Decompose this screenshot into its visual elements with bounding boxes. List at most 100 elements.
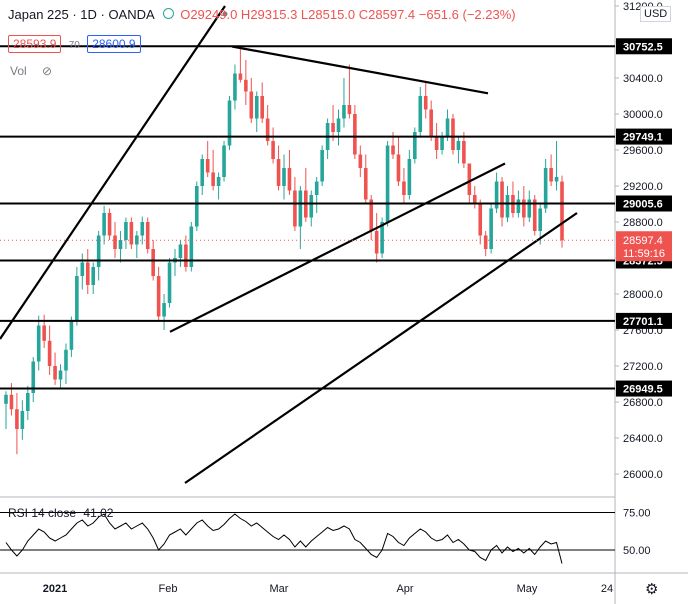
candle-body bbox=[53, 366, 57, 380]
candle-body bbox=[331, 123, 335, 132]
candle-body bbox=[91, 267, 96, 285]
candle-body bbox=[249, 91, 254, 119]
rsi-value: 41.02 bbox=[83, 506, 114, 520]
trend-line[interactable] bbox=[0, 5, 226, 340]
candle-body bbox=[543, 168, 548, 209]
candle-body bbox=[549, 168, 553, 182]
candle-body bbox=[238, 73, 243, 80]
candle-body bbox=[396, 154, 401, 182]
trend-line[interactable] bbox=[169, 162, 506, 333]
ohlc-values: O29249.0 H29315.3 L28515.0 C28597.4 −651… bbox=[180, 7, 516, 22]
candle-body bbox=[145, 222, 150, 249]
candle-body bbox=[347, 105, 352, 114]
candle-body bbox=[178, 244, 183, 258]
candle-body bbox=[451, 118, 455, 150]
candle-body bbox=[336, 118, 341, 132]
candle-body bbox=[216, 177, 221, 186]
candle-body bbox=[156, 276, 161, 317]
candle-body bbox=[489, 208, 493, 249]
candle-body bbox=[500, 181, 504, 218]
level-price-tag bbox=[616, 312, 672, 329]
level-price-label: 27701.1 bbox=[623, 316, 663, 328]
candle-body bbox=[184, 244, 188, 267]
candle-body bbox=[483, 235, 488, 249]
candle-body bbox=[113, 235, 117, 249]
symbol-title[interactable]: Japan 225 · 1D · OANDA bbox=[8, 7, 154, 22]
candle-body bbox=[211, 172, 215, 186]
candle-body bbox=[265, 118, 270, 141]
candle-body bbox=[532, 199, 537, 231]
last-price-tag bbox=[616, 231, 672, 262]
countdown-label: 11:59:16 bbox=[623, 248, 665, 260]
candle-body bbox=[205, 159, 210, 173]
candle-body bbox=[69, 321, 74, 350]
candle-body bbox=[194, 186, 199, 227]
candle-body bbox=[36, 325, 41, 362]
hide-eye-icon[interactable]: ⊘ bbox=[42, 64, 53, 78]
candle-body bbox=[385, 145, 390, 222]
candle-body bbox=[47, 340, 52, 366]
candle-body bbox=[276, 159, 281, 186]
level-price-tag bbox=[616, 380, 672, 397]
candle-body bbox=[282, 168, 286, 186]
time-axis-label: Mar bbox=[270, 583, 289, 595]
price-tick-label: 27200.0 bbox=[623, 361, 663, 373]
candle-body bbox=[314, 181, 319, 195]
candle-body bbox=[369, 199, 374, 231]
buy-price-button[interactable]: 28600.9 bbox=[87, 35, 141, 53]
candle-body bbox=[107, 213, 112, 236]
rsi-legend: RSI 14 close 41.02 bbox=[8, 506, 113, 520]
candle-body bbox=[64, 349, 68, 371]
bid-ask-panel: 28593.9 70 28600.9 bbox=[8, 35, 141, 53]
trend-line-handle[interactable] bbox=[222, 11, 228, 17]
candle-body bbox=[467, 163, 472, 195]
candle-body bbox=[140, 222, 145, 236]
gear-icon[interactable]: ⚙ bbox=[645, 581, 659, 598]
candle-body bbox=[320, 150, 324, 182]
candle-body bbox=[129, 222, 134, 245]
volume-label: Vol bbox=[10, 64, 27, 78]
candle-body bbox=[554, 177, 559, 182]
market-status-icon bbox=[162, 8, 174, 19]
candle-body bbox=[222, 145, 226, 177]
trend-line[interactable] bbox=[231, 45, 489, 95]
candle-body bbox=[244, 79, 248, 92]
candle-body bbox=[402, 181, 406, 195]
candle-body bbox=[293, 190, 297, 227]
candle-body bbox=[391, 145, 395, 155]
level-price-tag bbox=[616, 38, 672, 55]
price-tick-label: 28000.0 bbox=[623, 289, 663, 301]
candle-body bbox=[353, 114, 357, 155]
candle-body bbox=[75, 276, 79, 321]
candle-body bbox=[151, 249, 155, 276]
candle-body bbox=[538, 208, 542, 231]
time-axis-label: Apr bbox=[396, 583, 413, 595]
candle-body bbox=[102, 213, 106, 236]
currency-badge[interactable]: USD bbox=[640, 6, 672, 22]
candle-body bbox=[162, 303, 166, 317]
price-tick-label: 30400.0 bbox=[623, 73, 663, 85]
candle-body bbox=[233, 73, 237, 101]
candle-body bbox=[200, 159, 205, 186]
level-price-label: 30752.5 bbox=[623, 41, 663, 53]
volume-legend: Vol ⊘ bbox=[10, 64, 52, 78]
candle-body bbox=[260, 96, 264, 119]
level-price-label: 29749.1 bbox=[623, 132, 663, 144]
candle-body bbox=[4, 394, 8, 404]
trend-line[interactable] bbox=[184, 212, 578, 484]
candle-body bbox=[380, 222, 384, 254]
candle-body bbox=[342, 105, 346, 119]
sell-price-button[interactable]: 28593.9 bbox=[8, 35, 62, 53]
candle-body bbox=[118, 240, 123, 249]
candle-body bbox=[429, 109, 433, 137]
candle-body bbox=[363, 168, 368, 200]
level-price-label: 26949.5 bbox=[623, 384, 663, 396]
candle-body bbox=[462, 141, 466, 164]
spread-value: 70 bbox=[68, 40, 80, 51]
candle-body bbox=[26, 393, 30, 411]
candle-body bbox=[96, 235, 101, 267]
chart-legend: Japan 225 · 1D · OANDA O29249.0 H29315.3… bbox=[8, 7, 516, 22]
candle-body bbox=[85, 262, 90, 285]
rsi-label: RSI 14 close bbox=[8, 506, 77, 520]
